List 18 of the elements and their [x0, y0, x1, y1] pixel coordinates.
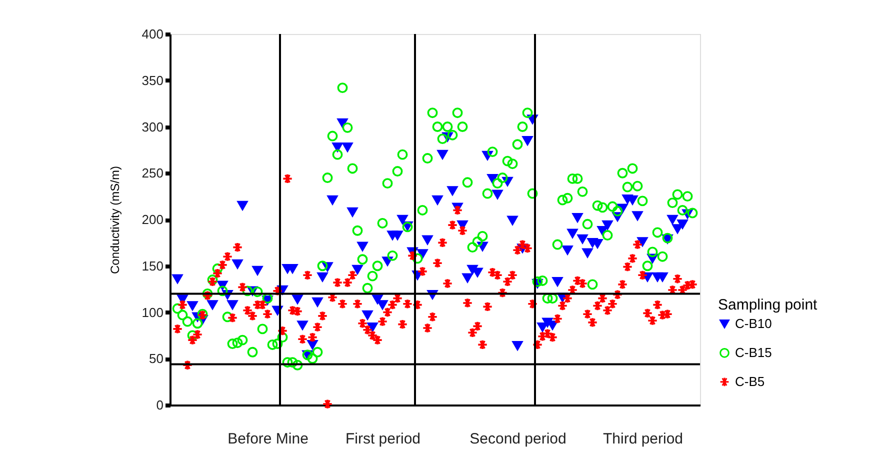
x-tick-label: First period: [345, 430, 421, 448]
y-tick-label: 350: [142, 72, 164, 88]
legend-label: C-B10: [735, 316, 772, 331]
y-tick-label: 100: [142, 304, 164, 320]
x-tick-label: Before Mine: [228, 430, 308, 448]
x-tick-label: Second period: [470, 430, 566, 448]
y-tick-label: 250: [142, 166, 164, 181]
y-tick-label: 50: [149, 351, 164, 366]
legend-title: Sampling point: [718, 296, 818, 314]
x-tick-label: Third period: [602, 430, 684, 448]
y-tick-label: 150: [142, 258, 164, 274]
y-tick-label: 0: [156, 398, 164, 412]
legend-label: C-B15: [735, 344, 772, 360]
y-tick-label: 300: [142, 119, 164, 134]
legend-label: C-B5: [735, 374, 765, 389]
y-tick-label: 200: [142, 212, 164, 227]
y-tick-label: 400: [142, 26, 164, 42]
y-axis-title: Conductivity (mS/m): [108, 166, 122, 274]
